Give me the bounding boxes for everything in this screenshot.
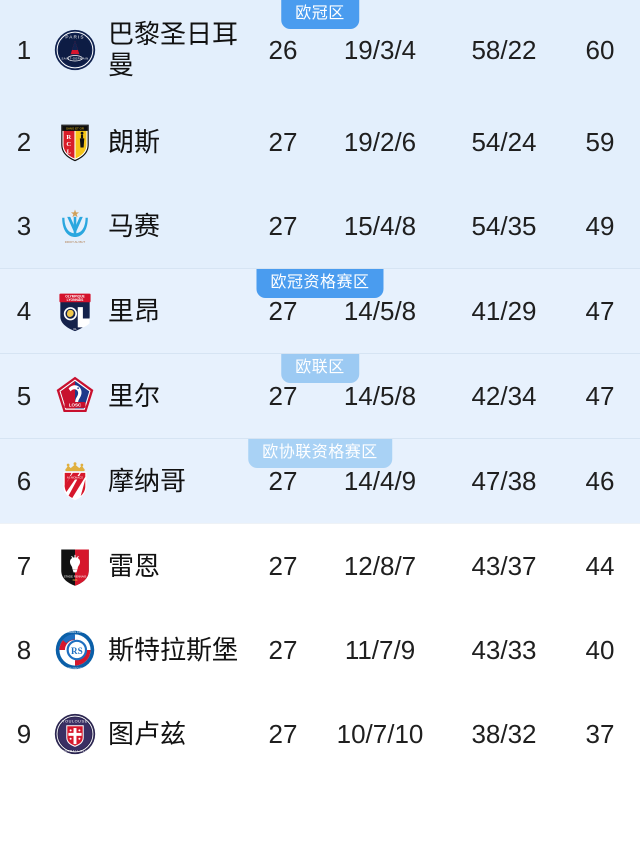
team-name[interactable]: 斯特拉斯堡 <box>108 634 239 665</box>
standings-section-champions-league-qualifying: 欧冠资格赛区 4 里昂 27 14/5/8 41/29 47 <box>0 268 640 353</box>
cell-matches-played: 27 <box>268 634 298 665</box>
row-rank: 2 <box>16 126 32 157</box>
cell-points: 49 <box>585 210 615 241</box>
lyon-crest <box>48 289 102 333</box>
cell-matches-played: 27 <box>268 210 298 241</box>
row-rank: 6 <box>16 465 32 496</box>
zone-badge-champions-league: 欧冠区 <box>281 0 359 29</box>
cell-win-draw-loss: 10/7/10 <box>336 718 424 749</box>
lens-crest <box>48 120 102 164</box>
cell-win-draw-loss: 19/3/4 <box>343 34 417 65</box>
cell-goals-for-against: 38/32 <box>471 718 537 749</box>
row-rank: 3 <box>16 210 32 241</box>
rennes-crest <box>48 544 102 588</box>
cell-goals-for-against: 42/34 <box>471 380 537 411</box>
team-name[interactable]: 朗斯 <box>108 126 161 157</box>
cell-points: 59 <box>585 126 615 157</box>
psg-crest <box>48 28 102 72</box>
team-name[interactable]: 里尔 <box>108 380 161 411</box>
team-name[interactable]: 马赛 <box>108 210 161 241</box>
team-name[interactable]: 里昂 <box>108 295 161 326</box>
table-row[interactable]: 6 摩纳哥 27 14/4/9 47/38 46 <box>0 439 640 523</box>
cell-win-draw-loss: 11/7/9 <box>344 634 416 665</box>
toulouse-crest <box>48 712 102 756</box>
cell-win-draw-loss: 12/8/7 <box>343 550 417 581</box>
cell-matches-played: 26 <box>268 34 298 65</box>
cell-goals-for-against: 43/37 <box>471 550 537 581</box>
cell-goals-for-against: 41/29 <box>471 295 537 326</box>
cell-win-draw-loss: 14/5/8 <box>343 380 417 411</box>
cell-goals-for-against: 58/22 <box>471 34 537 65</box>
cell-goals-for-against: 54/35 <box>471 210 537 241</box>
cell-points: 60 <box>585 34 615 65</box>
zone-badge-conference-league-qualifying: 欧协联资格赛区 <box>248 439 392 468</box>
zone-badge-europa-league: 欧联区 <box>281 354 359 383</box>
strasbourg-crest <box>48 628 102 672</box>
cell-points: 37 <box>585 718 615 749</box>
standings-section-mid-table: 7 雷恩 27 12/8/7 43/37 44 8 斯特拉斯堡 27 11/7/9 43/33 40 9… <box>0 523 640 776</box>
table-row[interactable]: 9 图卢兹 27 10/7/10 38/32 37 <box>0 692 640 776</box>
row-rank: 7 <box>16 550 32 581</box>
table-row[interactable]: 4 里昂 27 14/5/8 41/29 47 <box>0 269 640 353</box>
cell-matches-played: 27 <box>268 295 298 326</box>
standings-section-champions-league: 欧冠区 1 巴黎圣日耳曼 26 19/3/4 58/22 60 2 朗斯 27 19/2/6 54/2… <box>0 0 640 268</box>
team-name[interactable]: 摩纳哥 <box>108 465 187 496</box>
lille-crest <box>48 374 102 418</box>
table-row[interactable]: 5 里尔 27 14/5/8 42/34 47 <box>0 354 640 438</box>
cell-goals-for-against: 47/38 <box>471 465 537 496</box>
team-name[interactable]: 雷恩 <box>108 550 161 581</box>
cell-points: 40 <box>585 634 615 665</box>
zone-badge-champions-league-qualifying: 欧冠资格赛区 <box>256 269 384 298</box>
cell-points: 47 <box>585 380 615 411</box>
cell-win-draw-loss: 14/4/9 <box>343 465 417 496</box>
cell-matches-played: 27 <box>268 465 298 496</box>
standings-section-europa-league: 欧联区 5 里尔 27 14/5/8 42/34 47 <box>0 353 640 438</box>
cell-matches-played: 27 <box>268 126 298 157</box>
standings-section-conference-league-qualifying: 欧协联资格赛区 6 摩纳哥 27 14/4/9 47/38 46 <box>0 438 640 523</box>
cell-win-draw-loss: 19/2/6 <box>343 126 417 157</box>
cell-matches-played: 27 <box>268 550 298 581</box>
cell-win-draw-loss: 14/5/8 <box>343 295 417 326</box>
row-rank: 9 <box>16 718 32 749</box>
cell-matches-played: 27 <box>268 718 298 749</box>
cell-goals-for-against: 54/24 <box>471 126 537 157</box>
table-row[interactable]: 8 斯特拉斯堡 27 11/7/9 43/33 40 <box>0 608 640 692</box>
table-row[interactable]: 1 巴黎圣日耳曼 26 19/3/4 58/22 60 <box>0 0 640 100</box>
team-name[interactable]: 图卢兹 <box>108 718 187 749</box>
row-rank: 8 <box>16 634 32 665</box>
cell-goals-for-against: 43/33 <box>471 634 537 665</box>
table-row[interactable]: 2 朗斯 27 19/2/6 54/24 59 <box>0 100 640 184</box>
monaco-crest <box>48 459 102 503</box>
cell-points: 47 <box>585 295 615 326</box>
table-row[interactable]: 3 马赛 27 15/4/8 54/35 49 <box>0 184 640 268</box>
cell-points: 44 <box>585 550 615 581</box>
row-rank: 5 <box>16 380 32 411</box>
cell-points: 46 <box>585 465 615 496</box>
row-rank: 1 <box>16 34 32 65</box>
cell-win-draw-loss: 15/4/8 <box>343 210 417 241</box>
marseille-crest <box>48 204 102 248</box>
team-name[interactable]: 巴黎圣日耳曼 <box>108 19 239 80</box>
cell-matches-played: 27 <box>268 380 298 411</box>
table-row[interactable]: 7 雷恩 27 12/8/7 43/37 44 <box>0 524 640 608</box>
row-rank: 4 <box>16 295 32 326</box>
